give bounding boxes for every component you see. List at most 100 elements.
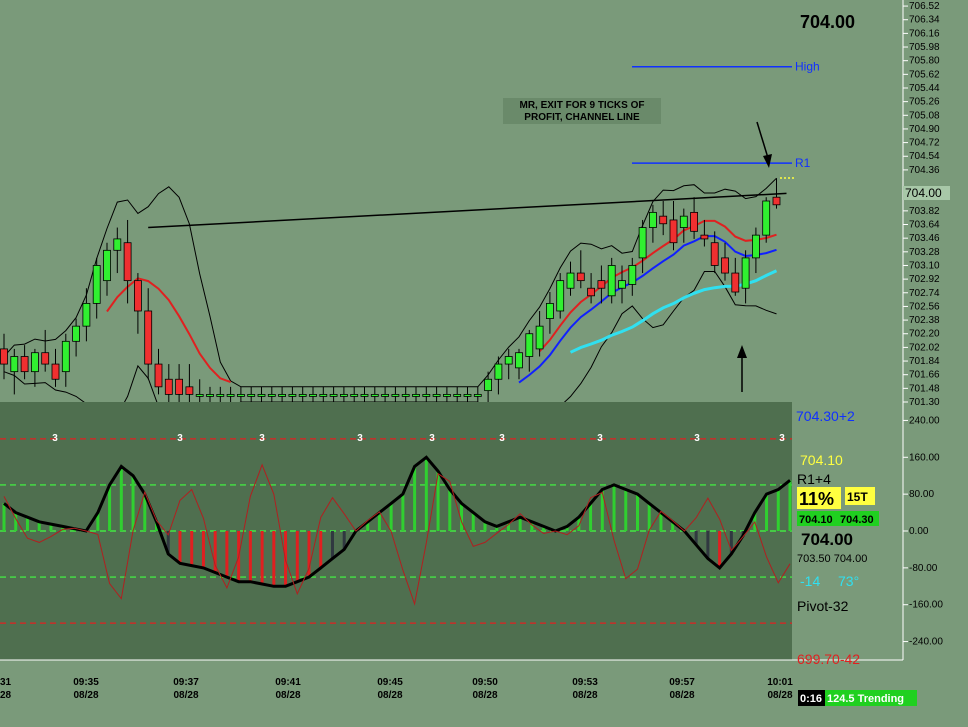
price-tick-label: 705.44: [909, 83, 940, 94]
lower-band: [3, 271, 777, 402]
price-tick-label: 701.48: [909, 383, 940, 394]
candle: [41, 329, 50, 372]
candle: [752, 227, 760, 274]
price-tick-label: 702.20: [909, 329, 940, 340]
candle-body: [556, 280, 565, 312]
time-tick-label: 31: [0, 677, 12, 688]
status-text-bg: [825, 690, 917, 706]
side-panel-bg: [792, 402, 903, 660]
price-axis: 706.52 706.34 706.16 705.98 705.80 705.62 705.…: [903, 1, 940, 408]
price-tag-bg: [903, 186, 950, 200]
channel-line: [148, 192, 787, 229]
candle: [319, 386, 328, 402]
candle-body: [113, 238, 122, 251]
candle-body: [133, 280, 142, 312]
down-arrow-shaft: [756, 121, 769, 159]
osc-tick-label: 0.00: [909, 526, 929, 537]
level-label-high: High: [795, 60, 820, 74]
candle: [432, 386, 441, 402]
candle: [0, 333, 8, 380]
date-tick-label: 08/28: [377, 690, 402, 701]
osc-top-label: 3: [779, 433, 785, 444]
price-tick-label: 704.90: [909, 124, 940, 135]
candle: [61, 333, 70, 387]
candle-body: [463, 394, 472, 397]
candle: [690, 197, 698, 239]
candle-body: [195, 394, 204, 397]
price-tick-label: 704.36: [909, 165, 940, 176]
price-tick-label: 703.64: [909, 220, 940, 231]
status-time: 0:16: [800, 693, 822, 705]
candle: [350, 386, 359, 402]
candle-body: [391, 394, 400, 397]
candle: [412, 386, 420, 402]
price-tick-label: 703.10: [909, 260, 940, 271]
candle-body: [576, 272, 585, 282]
time-tick-label: 09:35: [73, 677, 99, 688]
date-tick-label: 08/28: [73, 690, 98, 701]
candle: [442, 386, 451, 402]
candle-body: [721, 257, 729, 274]
annotation-text: PROFIT, CHANNEL LINE: [524, 112, 640, 123]
candle: [515, 348, 523, 380]
candle-body: [20, 356, 29, 373]
axis-bg: [903, 0, 968, 727]
candle-body: [257, 394, 266, 397]
osc-top-label: 3: [694, 433, 700, 444]
candle-body: [494, 363, 503, 380]
candle-body: [298, 394, 307, 397]
candle-body: [92, 265, 101, 304]
osc-tick-label: -80.00: [909, 563, 938, 574]
price-tick-label: 702.02: [909, 342, 940, 353]
candle-body: [206, 394, 214, 397]
date-tick-label: 08/28: [572, 690, 597, 701]
annotation-text: MR, EXIT FOR 9 TICKS OF: [519, 100, 644, 111]
candle: [649, 204, 657, 243]
candle-body: [412, 394, 420, 397]
osc-top-label: 3: [357, 433, 363, 444]
time-tick-label: 09:45: [377, 677, 403, 688]
candle: [556, 273, 565, 319]
candle: [731, 257, 740, 296]
candle-body: [535, 325, 544, 350]
price-tick-label: 703.46: [909, 233, 940, 244]
osc-axis: 240.00 160.00 80.00 0.00 -80.00 -160.00 -240.0…: [903, 415, 943, 648]
side-pct: 11%: [799, 489, 834, 509]
candle-body: [659, 215, 668, 225]
candle-body: [504, 356, 513, 365]
candle-body: [288, 394, 297, 397]
date-tick-label: 08/28: [275, 690, 300, 701]
osc-tick-label: 80.00: [909, 489, 934, 500]
candle: [504, 348, 513, 380]
price-tick-label: 706.52: [909, 1, 940, 12]
candle-body: [525, 333, 534, 357]
side-low: 699.70-42: [797, 651, 860, 667]
price-tick-label: 705.08: [909, 110, 940, 121]
osc-tick-label: -160.00: [909, 600, 943, 611]
annotation-box: [503, 98, 661, 124]
side-big-price: 704.00: [801, 530, 853, 549]
candle: [525, 329, 534, 372]
candle: [463, 386, 472, 402]
candle: [484, 371, 493, 402]
candle: [329, 386, 338, 402]
candle-body: [752, 234, 760, 259]
price-tick-label: 705.62: [909, 69, 940, 80]
candle-body: [638, 227, 647, 259]
candle: [700, 219, 709, 247]
down-arrow-head: [763, 154, 772, 168]
candle-body: [164, 378, 173, 395]
red-moving-average-2: [538, 219, 777, 352]
candle: [51, 348, 60, 387]
candle-body: [432, 394, 441, 397]
price-tick-label: 702.56: [909, 301, 940, 312]
candle: [576, 250, 585, 289]
candle: [741, 250, 750, 304]
candle-body: [762, 200, 771, 236]
candle: [288, 386, 297, 402]
candle-body: [41, 352, 50, 365]
price-tick-label: 702.38: [909, 315, 940, 326]
side-range: 703.50 704.00: [797, 553, 867, 565]
candle-body: [123, 242, 132, 282]
candle-body: [731, 272, 740, 293]
